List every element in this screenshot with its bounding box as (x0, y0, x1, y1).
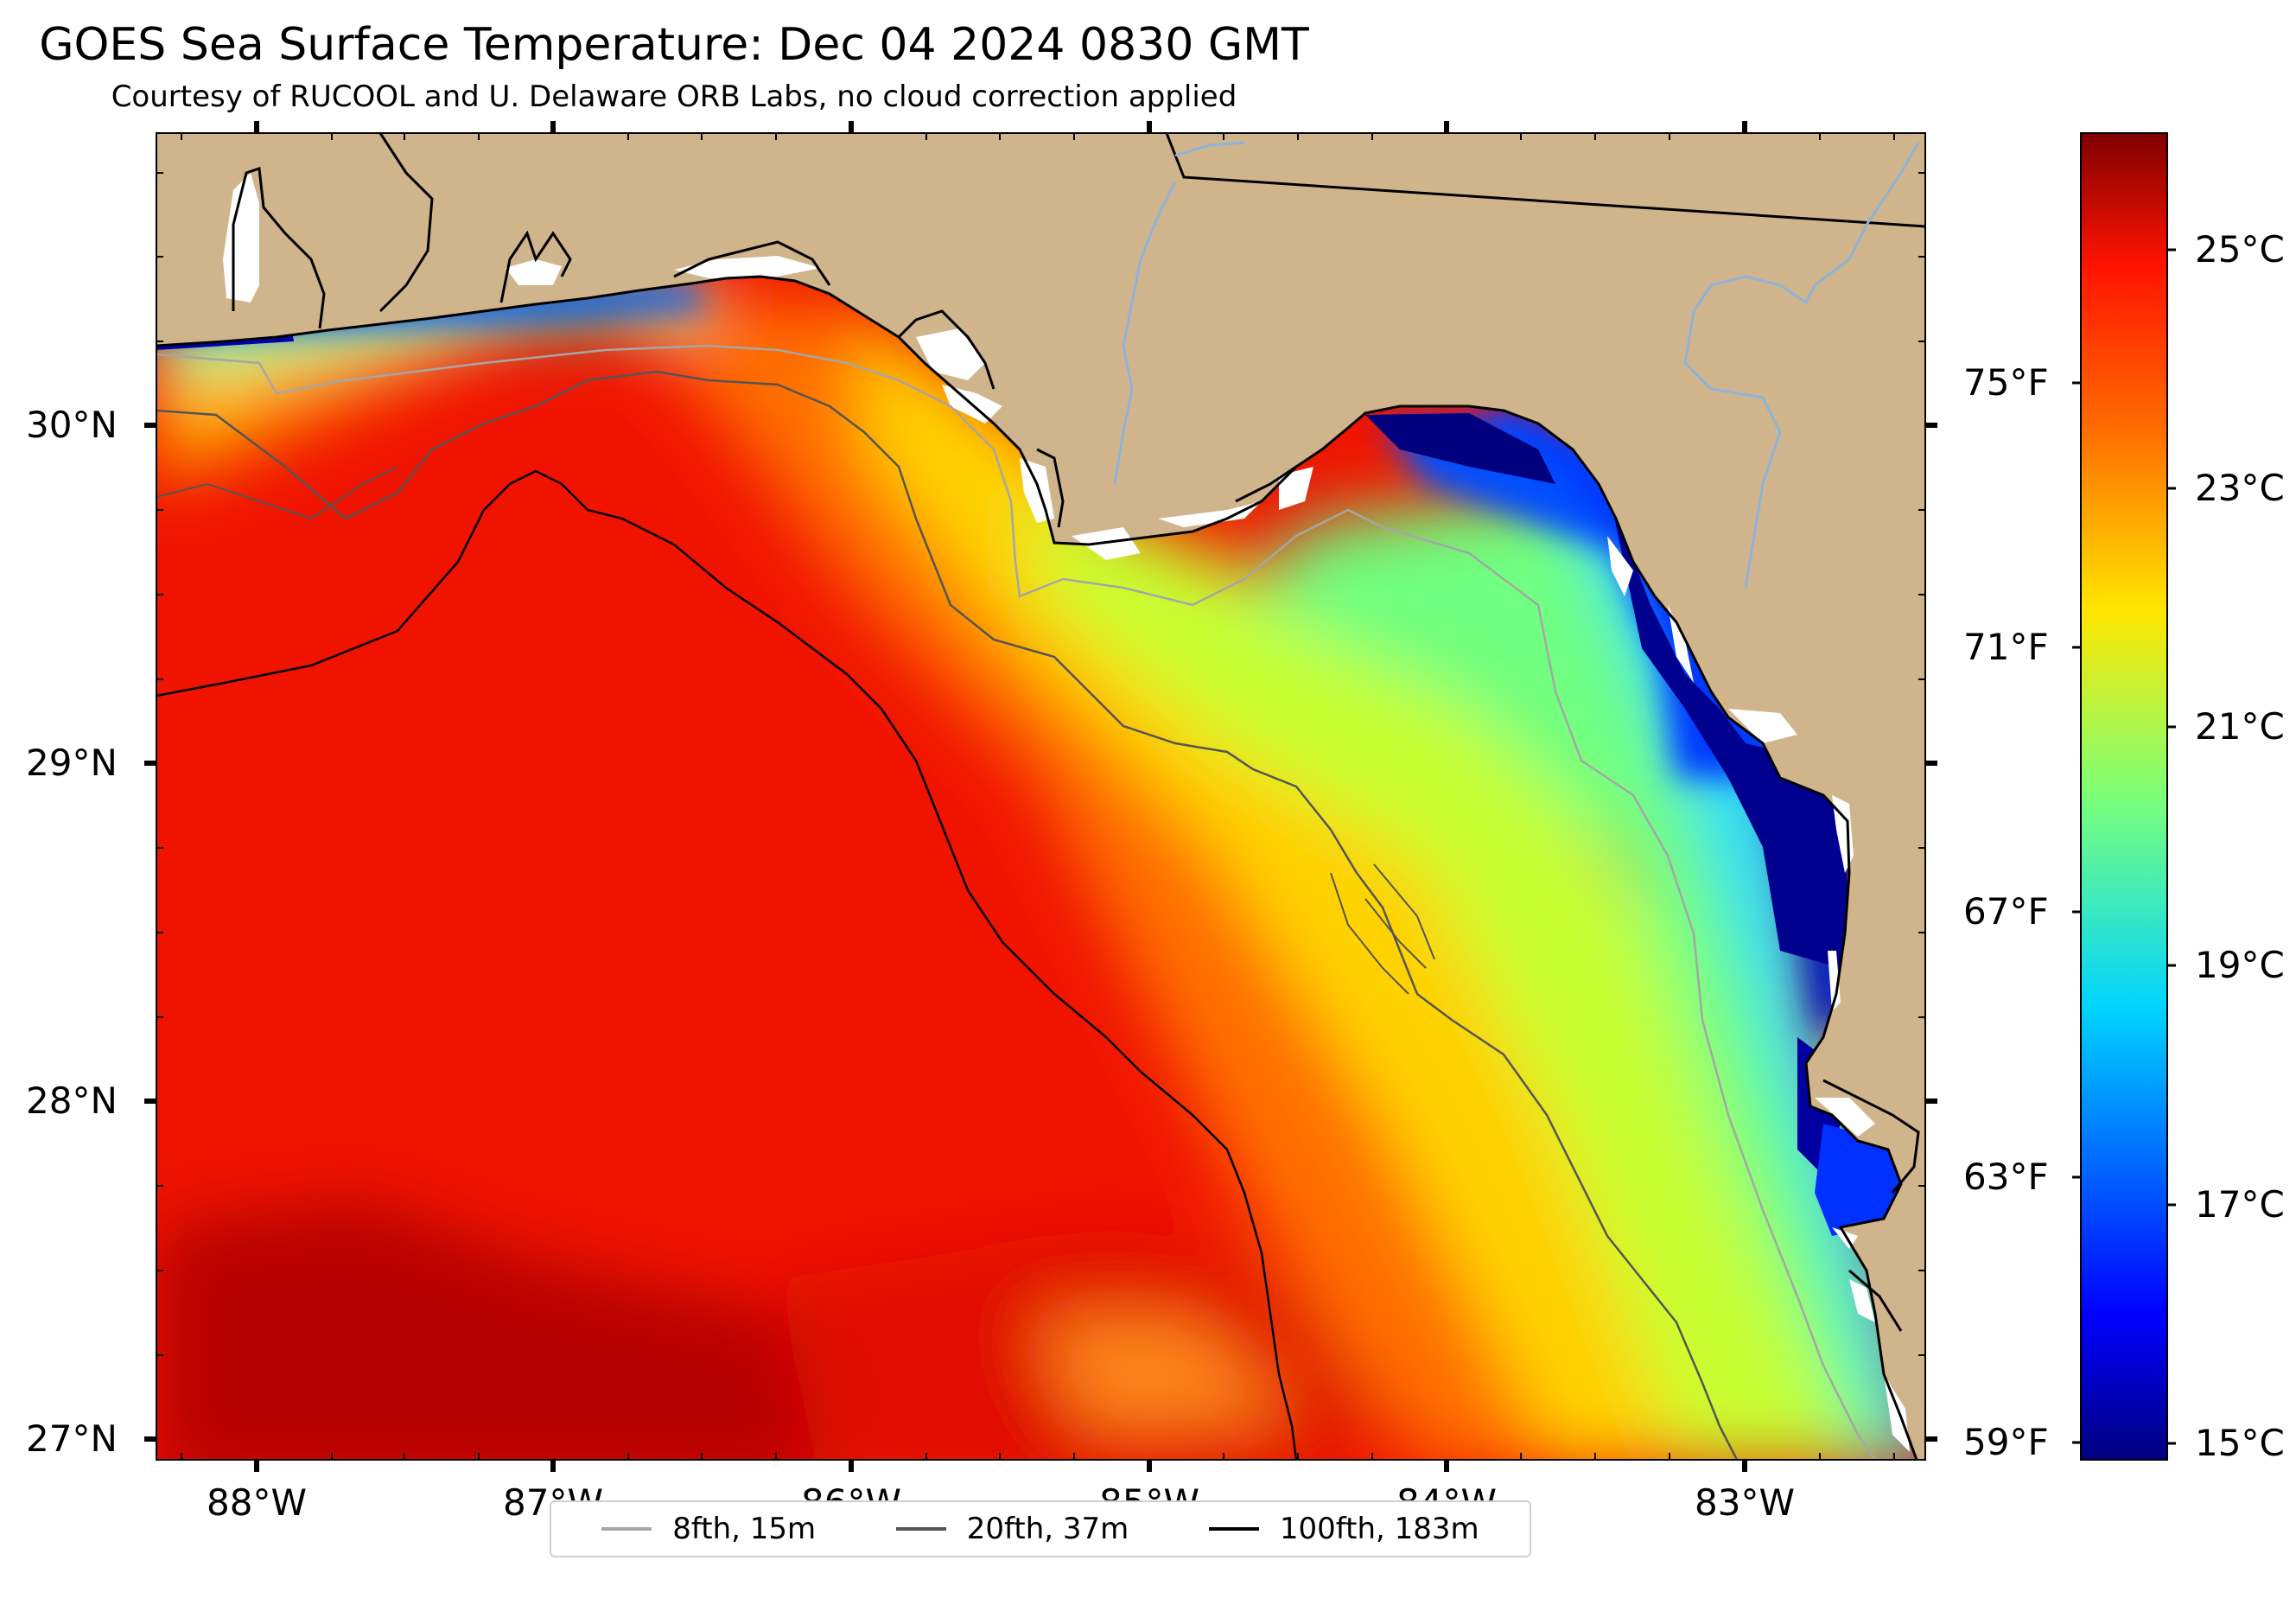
contour-legend: 8fth, 15m 20fth, 37m 100fth, 183m (550, 1500, 1531, 1557)
chart-title: GOES Sea Surface Temperature: Dec 04 202… (39, 19, 1309, 71)
colorbar-label-75f: 75°F (1963, 361, 2049, 404)
legend-item-8fth: 8fth, 15m (601, 1512, 816, 1546)
colorbar-label-15c: 15°C (2195, 1422, 2285, 1464)
colorbar-label-67f: 67°F (1963, 890, 2049, 933)
legend-swatch-20fth (895, 1527, 946, 1531)
colorbar-label-23c: 23°C (2195, 467, 2285, 509)
contour-20fth (156, 370, 1739, 1460)
colorbar-label-71f: 71°F (1963, 626, 2049, 668)
contour-100fth (156, 469, 1298, 1460)
colorbar-label-21c: 21°C (2195, 705, 2285, 748)
land (156, 133, 1925, 1460)
legend-label-8fth: 8fth, 15m (672, 1512, 817, 1546)
colorbar-label-63f: 63°F (1963, 1156, 2049, 1198)
contour-8fth (156, 344, 1877, 1460)
legend-label-20fth: 20fth, 37m (966, 1512, 1129, 1546)
rivers (1113, 141, 1920, 589)
colorbar-gradient (2080, 132, 2168, 1461)
chart-subtitle: Courtesy of RUCOOL and U. Delaware ORB L… (111, 80, 1237, 114)
lat-label-28n: 28°N (26, 1079, 118, 1122)
colorbar-label-17c: 17°C (2195, 1183, 2285, 1226)
lat-label-27n: 27°N (26, 1417, 118, 1460)
missing-data (223, 173, 1910, 1452)
legend-item-100fth: 100fth, 183m (1208, 1512, 1479, 1546)
legend-swatch-100fth (1208, 1527, 1259, 1531)
coastline (156, 133, 1925, 1460)
legend-item-20fth: 20fth, 37m (895, 1512, 1129, 1546)
sst-field (156, 133, 1925, 1460)
legend-swatch-8fth (601, 1527, 652, 1531)
lon-label-88w: 88°W (207, 1481, 307, 1524)
colorbar (2072, 132, 2176, 1461)
minor-ticks (156, 133, 1925, 1460)
lat-label-30n: 30°N (26, 404, 118, 446)
axis-ticks (144, 121, 1937, 1472)
legend-label-100fth: 100fth, 183m (1279, 1512, 1479, 1546)
colorbar-label-19c: 19°C (2195, 944, 2285, 986)
bathymetry-contours (156, 344, 1877, 1460)
lat-label-29n: 29°N (26, 742, 118, 784)
colorbar-label-59f: 59°F (1963, 1421, 2049, 1463)
map-frame (156, 132, 1926, 1461)
lon-label-83w: 83°W (1695, 1481, 1795, 1524)
colorbar-label-25c: 25°C (2195, 228, 2285, 271)
